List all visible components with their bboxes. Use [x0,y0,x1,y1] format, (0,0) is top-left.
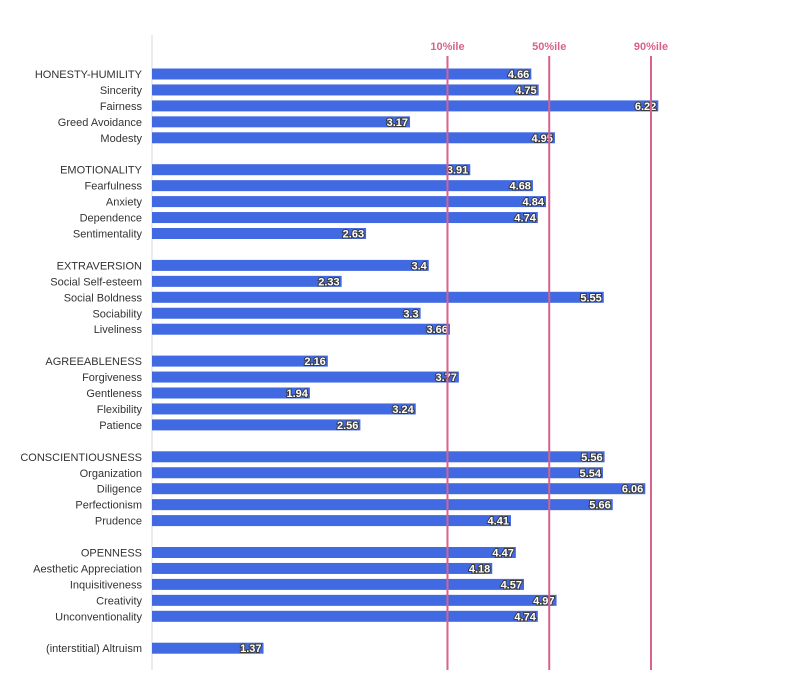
value-label: 1.94 [286,388,308,400]
category-label: Anxiety [106,197,143,209]
bar [152,212,538,224]
category-label: OPENNESS [81,548,142,560]
category-label: Patience [99,420,142,432]
category-label: CONSCIENTIOUSNESS [20,452,142,464]
category-label: Aesthetic Appreciation [33,563,142,575]
category-label: Sociability [92,308,142,320]
value-label: 4.66 [508,69,529,81]
bar [152,116,411,128]
bar [152,355,328,367]
value-label: 5.66 [589,500,610,512]
bar [152,68,532,80]
category-label: Perfectionism [75,500,142,512]
category-label: Prudence [95,516,142,528]
percentile-label: 90%ile [634,41,668,53]
category-label: EMOTIONALITY [60,165,143,177]
value-label: 2.16 [304,356,325,368]
bar [152,100,659,112]
category-label: Social Boldness [64,292,143,304]
bar [152,642,264,654]
percentile-label: 10%ile [430,41,464,53]
category-label: Organization [80,468,142,480]
bar [152,196,546,208]
category-label: Greed Avoidance [58,117,142,129]
category-label: Liveliness [94,324,143,336]
value-label: 3.4 [411,260,427,272]
value-label: 3.66 [427,324,448,336]
bar [152,499,613,511]
category-label: Social Self-esteem [50,276,142,288]
value-label: 4.18 [469,563,490,575]
bar [152,515,511,527]
category-label: Sincerity [100,85,143,97]
category-label: Unconventionality [55,611,142,623]
value-label: 3.77 [435,372,456,384]
bar [152,323,450,335]
bar [152,132,555,144]
bar [152,547,516,558]
value-label: 4.68 [510,181,531,193]
value-label: 4.74 [514,611,536,623]
bar [152,275,342,287]
percentile-label: 50%ile [532,41,566,53]
value-label: 3.91 [447,165,468,177]
value-label: 2.33 [318,276,339,288]
value-label: 6.22 [635,101,656,113]
category-label: Flexibility [97,404,143,416]
bar [152,451,605,463]
category-label: Diligence [97,484,142,496]
category-label: Gentleness [86,388,142,400]
category-label: Sentimentality [73,229,143,241]
value-label: 6.06 [622,484,643,496]
category-label: Modesty [100,133,142,145]
category-label: Inquisitiveness [70,579,143,591]
value-label: 5.55 [580,292,601,304]
value-label: 4.74 [514,213,536,225]
value-label: 4.84 [523,197,545,209]
value-label: 5.56 [581,452,602,464]
value-label: 3.17 [387,117,408,129]
category-label: HONESTY-HUMILITY [35,69,143,81]
bar [152,371,459,383]
bar [152,578,524,590]
value-label: 4.97 [533,595,554,607]
bar [152,419,361,431]
bar [152,180,533,192]
value-label: 4.95 [532,133,553,145]
bar [152,307,421,319]
value-label: 3.24 [392,404,414,416]
value-label: 2.56 [337,420,358,432]
value-label: 3.3 [403,308,418,320]
bar [152,562,493,574]
value-label: 4.41 [488,516,509,528]
value-label: 2.63 [343,229,364,241]
bar [152,228,367,239]
value-label: 4.75 [515,85,536,97]
bar [152,84,539,96]
category-label: Creativity [96,595,142,607]
bar [152,291,604,303]
category-label: Forgiveness [82,372,142,384]
category-label: (interstitial) Altruism [46,643,142,655]
bar [152,594,557,606]
category-label: AGREEABLENESS [45,356,142,368]
bar [152,467,603,479]
value-label: 1.37 [240,643,261,655]
category-label: Dependence [80,213,142,225]
bar [152,387,310,399]
category-label: Fearfulness [85,181,143,193]
value-label: 4.57 [501,579,522,591]
category-label: EXTRAVERSION [57,260,142,272]
bar [152,259,429,271]
bar [152,610,538,622]
bar [152,483,646,495]
bar [152,403,416,415]
bar [152,164,471,176]
value-label: 5.54 [580,468,602,480]
category-label: Fairness [100,101,143,113]
value-label: 4.47 [492,548,513,560]
